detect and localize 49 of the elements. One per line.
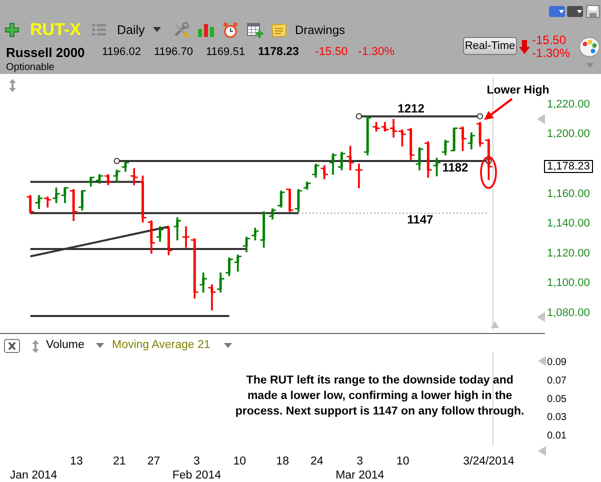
candlestick xyxy=(52,188,61,204)
x-tick-label: 10 xyxy=(233,456,246,468)
annotation: Lower High xyxy=(486,84,550,96)
candlestick xyxy=(354,164,364,188)
series-label: 1182 xyxy=(442,160,469,174)
text: -15.50 xyxy=(532,33,566,47)
text: -1.30% xyxy=(532,46,570,60)
y-tick-label: 1,220.00 xyxy=(547,98,590,110)
x-tick-label: 3 Feb 2014 xyxy=(172,456,222,482)
y-tick-label: 1,080.00 xyxy=(547,307,590,320)
x-tick-label: 21 xyxy=(112,456,126,468)
y-tick-label: 1,140.00 xyxy=(547,218,590,230)
x-tick-label: 24 xyxy=(310,456,324,468)
y-tick-label: 0.05 xyxy=(547,394,567,405)
y-tick-label: 1,200.00 xyxy=(547,128,590,140)
text: 1169.51 xyxy=(206,46,245,59)
y-tick-label: 0.01 xyxy=(547,430,567,442)
y-tick-label: 0.09 xyxy=(547,356,567,368)
x-tick-label: Jan 2014 xyxy=(10,469,58,482)
y-tick-label: 0.07 xyxy=(547,375,567,386)
x-tick-label: 10 xyxy=(396,456,410,468)
x-tick-label: 3 Mar 2014 xyxy=(336,456,385,482)
series-label: 1212 xyxy=(398,102,425,116)
annotation: The RUT left its range to the downside today and made a lower low, confirming a lower high in the process. Next support is 1147 on any follow through. xyxy=(235,374,524,418)
x-tick-label: 27 xyxy=(147,456,160,468)
candlestick xyxy=(182,226,190,248)
y-tick-label: 1,100.00 xyxy=(547,277,590,290)
text: Daily xyxy=(117,23,145,37)
text: Volume xyxy=(46,338,84,352)
text: 1196.70 xyxy=(154,46,193,59)
text: Moving Average 21 xyxy=(112,338,210,352)
y-tick-label: 1,160.00 xyxy=(547,188,590,200)
chart-title: RUT-X xyxy=(30,20,81,40)
button: Real-Time xyxy=(463,37,517,55)
chart-subtitle: Russell 2000 xyxy=(6,45,85,60)
y-tick-label: 1,178.23 xyxy=(547,160,590,173)
text: -15.50 xyxy=(315,46,348,59)
candlestick xyxy=(372,122,381,132)
text: 1178.23 xyxy=(258,46,299,59)
y-tick-label: 0.03 xyxy=(547,412,567,424)
x-tick-label: 18 xyxy=(276,456,289,468)
text: Optionable xyxy=(6,62,54,74)
text: -1.30% xyxy=(358,46,394,59)
text: 1196.02 xyxy=(102,46,141,59)
x-tick-label: 3/24/2014 xyxy=(463,456,515,468)
text: Drawings xyxy=(295,23,346,37)
x-tick-label: 13 xyxy=(70,456,83,468)
y-tick-label: 1,120.00 xyxy=(547,247,590,260)
series-label: 1147 xyxy=(407,212,434,226)
